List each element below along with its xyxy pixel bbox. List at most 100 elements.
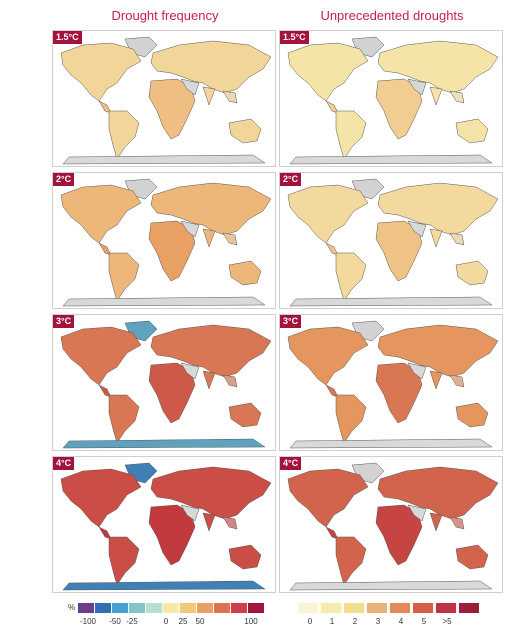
world-map-right (287, 462, 499, 591)
region-australia (455, 118, 489, 144)
map-panel-right: 2°C (279, 172, 503, 309)
unprecedented-droughts-title: Unprecedented droughts (320, 8, 464, 23)
world-map-right (287, 320, 499, 449)
legend-unit: % (68, 603, 76, 612)
region-arabia (180, 362, 200, 380)
legend-tick-label: 2 (352, 617, 358, 626)
legend-tick-label: 1 (329, 617, 335, 626)
legend-swatch (112, 603, 128, 613)
region-arabia (407, 362, 427, 380)
map-panel-left: 2°C (52, 172, 276, 309)
region-antarctica (289, 296, 493, 307)
unprecedented-droughts-legend: 0 1 2 3 4 5 >5 (298, 601, 488, 631)
region-india (202, 512, 216, 532)
legend-tick-label: 4 (398, 617, 404, 626)
map-panel-left: 4°C (52, 456, 276, 593)
map-panel-right: 4°C (279, 456, 503, 593)
region-seAsia (449, 516, 465, 530)
region-northAmerica (60, 468, 142, 528)
region-india (429, 228, 443, 248)
region-australia (455, 260, 489, 286)
legend-swatch (248, 603, 264, 613)
region-antarctica (62, 154, 266, 165)
legend-swatch (163, 603, 179, 613)
region-southAmerica (335, 394, 367, 444)
drought-frequency-legend: % -100 -50 -25 0 25 50 100 (68, 601, 268, 631)
region-northAmerica (60, 326, 142, 386)
legend-tick-label: 0 (307, 617, 313, 626)
legend-tick-label: -50 (109, 617, 121, 626)
world-map-left (60, 36, 272, 165)
world-map-right (287, 36, 499, 165)
region-india (202, 228, 216, 248)
legend-tick-label: 5 (421, 617, 427, 626)
region-india (202, 370, 216, 390)
region-india (429, 370, 443, 390)
warming-level-label: 2°C (53, 173, 75, 186)
legend-swatch (459, 603, 479, 613)
legend-swatch (390, 603, 410, 613)
region-southAmerica (108, 394, 140, 444)
region-northAmerica (287, 468, 369, 528)
legend-swatch (413, 603, 433, 613)
region-india (202, 86, 216, 106)
legend-swatch (344, 603, 364, 613)
region-seAsia (222, 90, 238, 104)
region-arabia (180, 504, 200, 522)
region-southAmerica (335, 536, 367, 586)
region-arabia (407, 220, 427, 238)
world-map-left (60, 462, 272, 591)
region-antarctica (289, 438, 493, 449)
region-arabia (407, 78, 427, 96)
legend-swatch (146, 603, 162, 613)
drought-frequency-title: Drought frequency (111, 8, 219, 23)
map-panel-right: 1.5°C (279, 30, 503, 167)
region-southAmerica (108, 252, 140, 302)
legend-tick-label: 50 (195, 617, 205, 626)
map-panel-right: 3°C (279, 314, 503, 451)
legend-swatch (180, 603, 196, 613)
world-map-left (60, 320, 272, 449)
legend-swatch (367, 603, 387, 613)
legend-swatch (231, 603, 247, 613)
legend-swatch (436, 603, 456, 613)
world-map-right (287, 178, 499, 307)
region-arabia (407, 504, 427, 522)
legend-tick-label: 0 (163, 617, 169, 626)
warming-level-label: 3°C (280, 315, 302, 328)
map-panel-left: 3°C (52, 314, 276, 451)
legend-swatch (95, 603, 111, 613)
region-arabia (180, 220, 200, 238)
legend-tick-label: 100 (244, 617, 258, 626)
region-northAmerica (287, 326, 369, 386)
region-seAsia (449, 232, 465, 246)
warming-level-label: 1.5°C (280, 31, 309, 44)
legend-swatch (197, 603, 213, 613)
region-seAsia (222, 374, 238, 388)
region-southAmerica (108, 536, 140, 586)
world-map-left (60, 178, 272, 307)
region-antarctica (62, 438, 266, 449)
region-antarctica (289, 154, 493, 165)
region-australia (228, 260, 262, 286)
region-seAsia (222, 232, 238, 246)
region-india (429, 512, 443, 532)
map-panel-left: 1.5°C (52, 30, 276, 167)
region-australia (228, 544, 262, 570)
region-southAmerica (108, 110, 140, 160)
region-india (429, 86, 443, 106)
region-seAsia (222, 516, 238, 530)
warming-level-label: 1.5°C (53, 31, 82, 44)
region-northAmerica (287, 184, 369, 244)
legend-swatch (78, 603, 94, 613)
region-australia (228, 402, 262, 428)
region-northAmerica (60, 184, 142, 244)
region-seAsia (449, 90, 465, 104)
region-australia (228, 118, 262, 144)
warming-level-label: 3°C (53, 315, 75, 328)
region-seAsia (449, 374, 465, 388)
region-northAmerica (287, 42, 369, 102)
legend-tick-label: >5 (442, 617, 452, 626)
legend-tick-label: -100 (79, 617, 97, 626)
region-australia (455, 402, 489, 428)
